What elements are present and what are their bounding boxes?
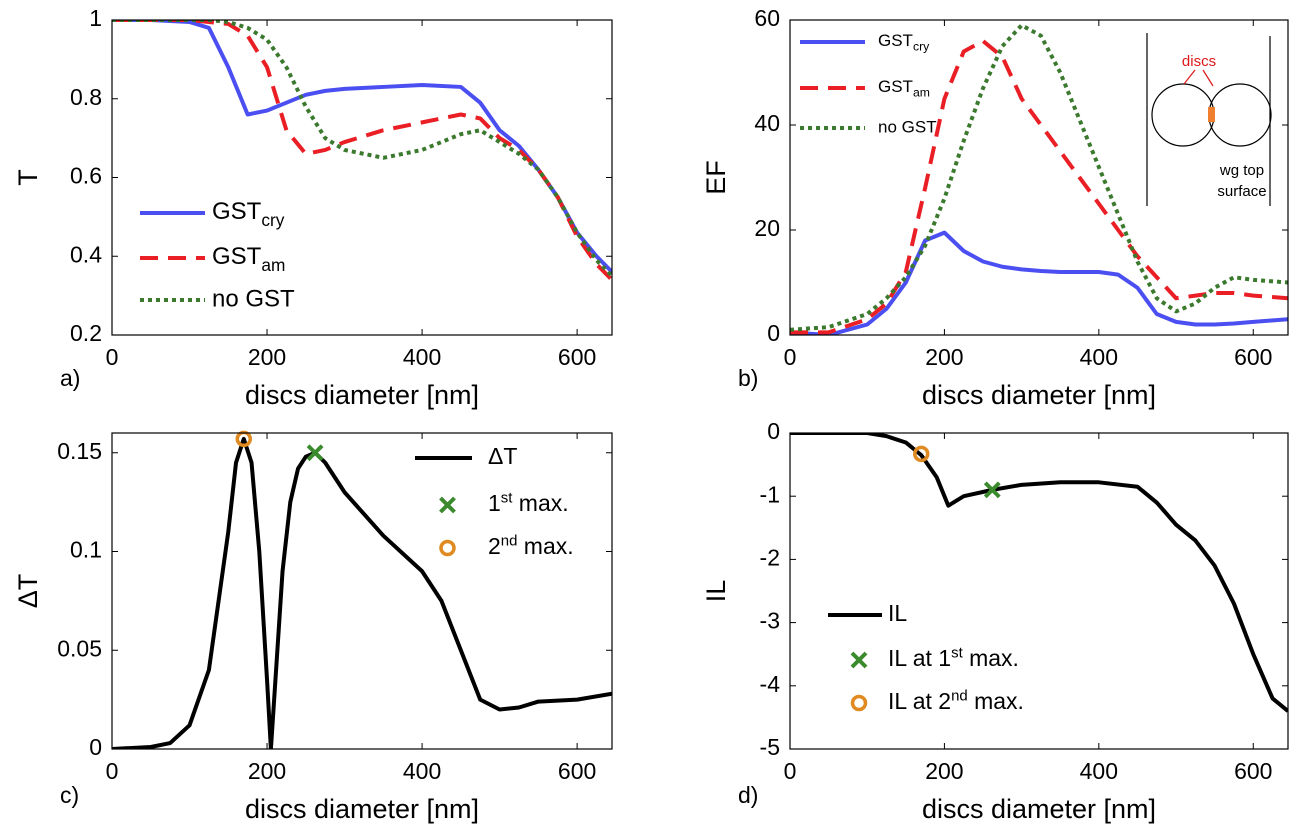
x-tick-label: 200	[925, 758, 963, 784]
panel-label: d)	[738, 782, 758, 808]
x-tick-label: 200	[248, 344, 286, 370]
legend-label: GSTcry​	[212, 198, 285, 229]
x-tick-label: 400	[403, 344, 441, 370]
legend-label: GSTam​	[212, 243, 285, 274]
inset-disc	[1151, 83, 1215, 147]
x-tick-label: 0	[106, 344, 119, 370]
series-line	[112, 20, 612, 274]
legend-label: 2nd max.	[488, 532, 574, 559]
legend-label: IL at 1st max.	[888, 644, 1019, 671]
inset-diagram	[1146, 33, 1272, 206]
y-tick-label: 1	[89, 5, 102, 31]
marker-o	[850, 694, 868, 712]
plot-frame	[789, 432, 1289, 750]
x-tick-label: 400	[1080, 758, 1118, 784]
y-tick-label: 0.8	[70, 84, 102, 110]
inset-pointer	[1202, 69, 1214, 87]
inset-label: discs	[1182, 53, 1216, 70]
marker-x	[850, 651, 868, 669]
marker-x	[306, 444, 324, 462]
y-tick-label: -5	[760, 734, 780, 760]
legend-label: no GST	[878, 117, 937, 136]
series-line	[790, 23, 1288, 332]
x-tick-label: 600	[558, 758, 596, 784]
marker-o	[439, 539, 456, 557]
x-axis-label: discs diameter [nm]	[245, 380, 479, 410]
y-tick-label: 60	[754, 5, 780, 31]
x-tick-label: 0	[106, 758, 119, 784]
x-axis-label: discs diameter [nm]	[245, 794, 479, 824]
inset-pointer	[1183, 69, 1196, 85]
y-axis-label: IL	[701, 580, 731, 603]
x-tick-label: 400	[1080, 344, 1118, 370]
inset-gst	[1208, 107, 1215, 122]
x-tick-label: 400	[403, 758, 441, 784]
series-line	[790, 230, 1288, 335]
legend-label: no GST	[212, 285, 295, 312]
x-tick-label: 600	[1234, 344, 1272, 370]
inset-label: surface	[1217, 183, 1266, 200]
y-tick-label: 0	[767, 418, 780, 444]
x-axis-label: discs diameter [nm]	[922, 380, 1156, 410]
y-tick-label: 0.05	[57, 635, 102, 661]
y-tick-label: 0.4	[70, 241, 102, 267]
series-line	[112, 20, 612, 278]
legend-label: IL at 2nd max.	[888, 687, 1024, 714]
y-tick-label: 0.2	[70, 320, 102, 346]
y-tick-label: 0	[767, 320, 780, 346]
y-tick-label: 40	[754, 110, 780, 136]
legend-label: GSTam​	[878, 77, 930, 99]
x-tick-label: 0	[784, 758, 797, 784]
panel-label: c)	[60, 782, 79, 808]
x-axis-label: discs diameter [nm]	[922, 794, 1156, 824]
plot-frame	[111, 432, 613, 750]
x-tick-label: 600	[1234, 758, 1272, 784]
x-tick-label: 200	[248, 758, 286, 784]
series-line	[112, 436, 612, 749]
y-tick-label: 20	[754, 215, 780, 241]
y-tick-label: 0.1	[70, 537, 102, 563]
inset-disc	[1208, 83, 1272, 147]
y-tick-label: -1	[760, 481, 780, 507]
marker-o	[913, 445, 930, 463]
series-line	[112, 20, 612, 282]
y-axis-label: ΔT	[13, 574, 43, 609]
legend-label: IL	[888, 600, 907, 626]
x-tick-label: 600	[558, 344, 596, 370]
plot-frame	[789, 19, 1289, 336]
y-tick-label: 0.6	[70, 163, 102, 189]
y-tick-label: 0	[89, 734, 102, 760]
y-tick-label: -3	[760, 608, 780, 634]
legend-label: 1st max.	[488, 489, 569, 516]
panel-label: a)	[60, 365, 80, 391]
y-tick-label: -4	[760, 671, 781, 697]
legend-label: GSTcry​	[878, 31, 930, 53]
plot-frame	[111, 19, 613, 336]
marker-x	[439, 496, 456, 514]
y-axis-label: T	[13, 169, 43, 186]
x-tick-label: 200	[925, 344, 963, 370]
marker-x	[983, 481, 1001, 499]
y-tick-label: 0.15	[57, 438, 102, 464]
series-line	[790, 39, 1288, 335]
y-axis-label: EF	[701, 160, 731, 195]
y-tick-label: -2	[760, 544, 780, 570]
x-tick-label: 0	[784, 344, 797, 370]
series-line	[790, 433, 1288, 713]
legend-label: ΔT	[488, 443, 517, 469]
panel-label: b)	[738, 365, 758, 391]
inset-label: wg top	[1219, 162, 1264, 179]
